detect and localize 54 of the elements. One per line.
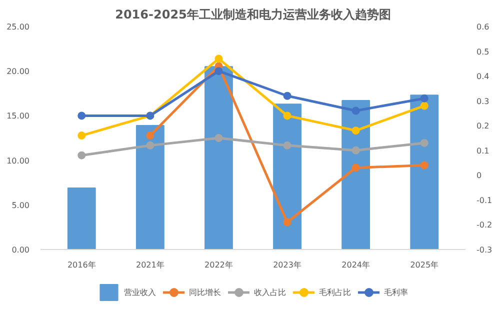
point <box>146 141 154 150</box>
point <box>352 106 360 115</box>
y2-tick-label: 0.2 <box>476 122 490 131</box>
x-tick-label: 2016年 <box>67 260 96 270</box>
legend-label: 毛利率 <box>384 286 408 298</box>
bar <box>67 187 96 250</box>
point <box>214 134 223 142</box>
point <box>352 146 360 154</box>
point <box>420 161 428 170</box>
y2-tick-label: -0.1 <box>476 196 492 205</box>
point <box>214 67 223 76</box>
y-tick-label: 10.00 <box>6 156 30 166</box>
y2-tick-label: -0.3 <box>476 246 492 254</box>
x-tick-label: 2025年 <box>410 260 439 270</box>
point <box>420 102 428 110</box>
bar <box>136 125 164 250</box>
x-tick-label: 2024年 <box>342 260 370 270</box>
point <box>283 218 292 226</box>
y-tick-label: 20.00 <box>6 67 30 76</box>
point <box>352 126 360 135</box>
point <box>283 141 292 150</box>
point <box>146 132 154 140</box>
y-tick-label: 0.00 <box>12 246 30 254</box>
x-tick-label: 2021年 <box>136 260 164 270</box>
y-tick-label: 25.00 <box>6 22 30 32</box>
y2-tick-label: 0.5 <box>476 47 490 56</box>
y2-tick-label: 0.1 <box>476 146 490 156</box>
y-tick-label: 15.00 <box>6 112 30 121</box>
bar <box>204 66 233 250</box>
legend-label: 毛利占比 <box>319 286 351 298</box>
point <box>78 112 86 120</box>
chart-title: 2016-2025年工业制造和电力运营业务收入趋势图 <box>115 8 391 22</box>
legend-label: 收入占比 <box>254 286 286 298</box>
bar <box>410 94 439 250</box>
bar <box>342 100 370 250</box>
y2-tick-label: 0 <box>476 171 482 180</box>
point <box>283 112 292 120</box>
point <box>420 138 428 147</box>
legend-label: 营业收入 <box>124 286 156 298</box>
point <box>78 132 86 140</box>
y2-tick-label: 0.6 <box>476 22 490 32</box>
point <box>214 54 223 63</box>
point <box>283 92 292 100</box>
y2-tick-label: -0.2 <box>476 220 492 230</box>
bar <box>273 104 302 250</box>
point <box>78 151 86 160</box>
y-tick-label: 5.00 <box>12 200 30 210</box>
point <box>352 164 360 172</box>
x-tick-label: 2022年 <box>204 260 233 270</box>
y2-tick-label: 0.4 <box>476 72 490 82</box>
y2-tick-label: 0.3 <box>476 96 490 106</box>
legend-label: 同比增长 <box>189 286 221 298</box>
point <box>420 94 428 102</box>
x-tick-label: 2023年 <box>273 260 302 270</box>
